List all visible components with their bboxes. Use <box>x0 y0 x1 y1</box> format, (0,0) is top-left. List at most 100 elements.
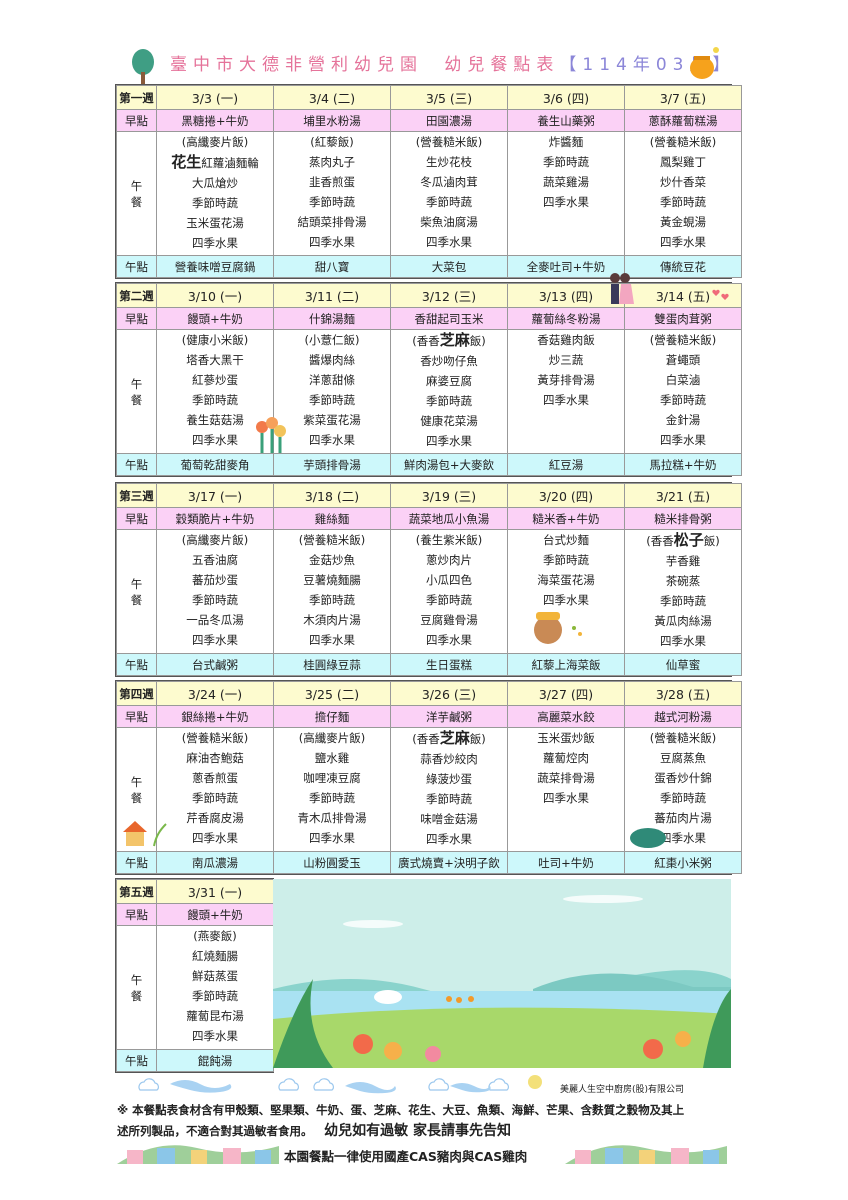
week-label: 第五週 <box>116 879 157 904</box>
snack-item: 山粉圓愛玉 <box>273 851 391 874</box>
lunch-item: 季節時蔬 <box>543 155 589 169</box>
lunch-label-char: 午 <box>130 576 143 591</box>
lunch-item: 金針湯 <box>665 413 701 427</box>
week-menu-table: 第三週 3/17 (一) 3/18 (二) 3/19 (三) 3/20 (四) 3/21 … <box>116 483 742 676</box>
lunch-cell: (營養糙米飯) 鳳梨雞丁 炒什香菜 季節時蔬 黃金蜆湯 四季水果 <box>624 131 742 256</box>
lunch-cell: (營養糙米飯) 麻油杏鮑菇 蔥香煎蛋 季節時蔬 芹香腐皮湯 四季水果 <box>156 727 274 852</box>
header-row: 第一週 3/3 (一) 3/4 (二) 3/5 (三) 3/6 (四) 3/7 (五) <box>116 85 742 110</box>
header-row: 第四週 3/24 (一) 3/25 (二) 3/26 (三) 3/27 (四) 3/28 … <box>116 681 742 706</box>
lunch-item-part: (香香 <box>412 732 440 746</box>
lunch-item: (營養糙米飯) <box>649 333 717 347</box>
lunch-item: 四季水果 <box>309 433 355 447</box>
lunch-item: 塔香大黑干 <box>186 353 244 367</box>
lunch-item: 蘿蔔昆布湯 <box>186 1009 244 1023</box>
lunch-item: 生炒花枝 <box>426 155 472 169</box>
lunch-cell: (健康小米飯) 塔香大黑干 紅蔘炒蛋 季節時蔬 養生菇菇湯 四季水果 <box>156 329 274 454</box>
lunch-label-char: 餐 <box>130 392 143 407</box>
lunch-label-char: 餐 <box>130 592 143 607</box>
lunch-item: 季節時蔬 <box>426 394 472 408</box>
lunch-label: 午餐 <box>116 131 157 256</box>
snack-row: 午點 餛飩湯 <box>116 1049 274 1072</box>
lunch-item: 蒼蠅頭 <box>665 353 701 367</box>
lunch-item: 台式炒麵 <box>543 533 589 547</box>
lunch-item: 蒜香炒絞肉 <box>420 752 478 766</box>
lunch-item: 蔬菜排骨湯 <box>537 771 595 785</box>
snack-item: 馬拉糕+牛奶 <box>624 453 742 476</box>
lunch-item: 冬瓜滷肉茸 <box>420 175 478 189</box>
breakfast-item: 蘿蔔絲冬粉湯 <box>507 307 625 330</box>
lunch-item: 柴魚油腐湯 <box>420 215 478 229</box>
breakfast-item: 擔仔麵 <box>273 705 391 728</box>
lunch-item: 四季水果 <box>309 235 355 249</box>
breakfast-item: 香甜起司玉米 <box>390 307 508 330</box>
lunch-item: 四季水果 <box>309 633 355 647</box>
cas-note: 本園餐點一律使用國產CAS豬肉與CAS雞肉 <box>284 1149 528 1164</box>
header-row: 第五週 3/31 (一) <box>116 879 274 904</box>
lunch-item: 季節時蔬 <box>660 393 706 407</box>
breakfast-label: 早點 <box>116 507 157 530</box>
lunch-item: 四季水果 <box>426 832 472 846</box>
allergen-highlight: 芝麻 <box>439 729 470 747</box>
lunch-item: 洋蔥甜條 <box>309 373 355 387</box>
week-label: 第二週 <box>116 283 157 308</box>
breakfast-item: 黑糖捲+牛奶 <box>156 109 274 132</box>
menu-month: 【114年03月】 <box>559 55 736 75</box>
lunch-item: 季節時蔬 <box>192 196 238 210</box>
breakfast-item: 洋芋鹹粥 <box>390 705 508 728</box>
lunch-item: (營養糙米飯) <box>415 135 483 149</box>
breakfast-item: 養生山藥粥 <box>507 109 625 132</box>
snack-row: 午點 營養味噌豆腐鍋 甜八寶 大菜包 全麥吐司+牛奶 傳統豆花 <box>116 255 742 278</box>
day-date: 3/18 (二) <box>273 483 391 508</box>
lunch-cell: 香菇雞肉飯 炒三蔬 黃芽排骨湯 四季水果 <box>507 329 625 454</box>
breakfast-item: 糙米排骨粥 <box>624 507 742 530</box>
lunch-item-part: (香香 <box>412 334 440 348</box>
lunch-item: 季節時蔬 <box>660 195 706 209</box>
lunch-item: 季節時蔬 <box>660 594 706 608</box>
breakfast-row: 早點 銀絲捲+牛奶 擔仔麵 洋芋鹹粥 高麗菜水餃 越式河粉湯 <box>116 705 742 728</box>
snack-item: 吐司+牛奶 <box>507 851 625 874</box>
snack-item: 紅棗小米粥 <box>624 851 742 874</box>
snack-item: 生日蛋糕 <box>390 653 508 676</box>
lunch-item: 季節時蔬 <box>309 393 355 407</box>
lunch-item: 蔥炒肉片 <box>426 553 472 567</box>
lunch-item: 四季水果 <box>309 831 355 845</box>
day-date: 3/12 (三) <box>390 283 508 308</box>
lunch-item: 四季水果 <box>660 433 706 447</box>
day-date: 3/27 (四) <box>507 681 625 706</box>
lunch-item: 韭香煎蛋 <box>309 175 355 189</box>
couple-illustration <box>605 270 635 314</box>
snack-label: 午點 <box>116 1049 157 1072</box>
week-menu-table: 第二週 3/10 (一) 3/11 (二) 3/12 (三) 3/13 (四) 3/14 … <box>116 283 742 476</box>
lunch-label: 午餐 <box>116 329 157 454</box>
snack-item: 台式鹹粥 <box>156 653 274 676</box>
lunch-label-char: 午 <box>130 376 143 391</box>
snack-item: 全麥吐司+牛奶 <box>507 255 625 278</box>
day-date: 3/31 (一) <box>156 879 274 904</box>
breakfast-row: 早點 饅頭+牛奶 <box>116 903 274 926</box>
lunch-item: 鮮菇蒸蛋 <box>192 969 238 983</box>
snack-item: 紅豆湯 <box>507 453 625 476</box>
lunch-item: 豆薯燒麵腸 <box>303 573 361 587</box>
lunch-item: (燕麥飯) <box>193 929 237 943</box>
breakfast-item: 雞絲麵 <box>273 507 391 530</box>
lunch-item: 健康花菜湯 <box>420 414 478 428</box>
lunch-item: 季節時蔬 <box>309 791 355 805</box>
lunch-item: 蕃茄肉片湯 <box>654 811 712 825</box>
lunch-item: 季節時蔬 <box>192 393 238 407</box>
lunch-item: (營養糙米飯) <box>181 731 249 745</box>
town-illustration-left <box>117 1138 279 1168</box>
lunch-item: 醬爆肉絲 <box>309 353 355 367</box>
lunch-item: (健康小米飯) <box>181 333 249 347</box>
menu-title: 幼兒餐點表 <box>444 55 560 75</box>
lunch-row: 午餐 (高纖麥片飯) 五香油腐 蕃茄炒蛋 季節時蔬 一品冬瓜湯 四季水果 (營養糙米飯) 金菇炒… <box>116 529 742 654</box>
day-date: 3/11 (二) <box>273 283 391 308</box>
breakfast-item: 饅頭+牛奶 <box>156 903 274 926</box>
lunch-label-char: 午 <box>130 972 143 987</box>
lunch-item: 一品冬瓜湯 <box>186 613 244 627</box>
page-title: 臺中市大德非營利幼兒園 幼兒餐點表【114年03月】 <box>170 50 736 75</box>
snack-item: 紅藜上海菜飯 <box>507 653 625 676</box>
lunch-item: 季節時蔬 <box>426 593 472 607</box>
lunch-cell: (養生紫米飯) 蔥炒肉片 小瓜四色 季節時蔬 豆腐雞骨湯 四季水果 <box>390 529 508 654</box>
lunch-label: 午餐 <box>116 925 157 1050</box>
lunch-item: (高纖麥片飯) <box>181 533 249 547</box>
